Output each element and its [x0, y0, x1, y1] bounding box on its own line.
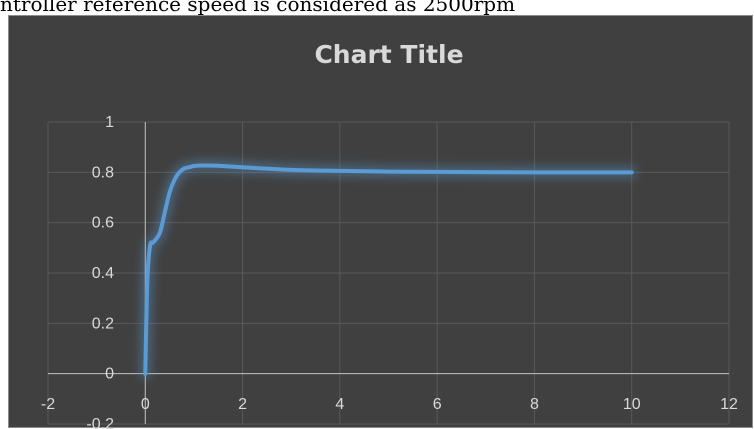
document-text-line: ntroller reference speed is considered a… — [0, 0, 516, 16]
x-axis-ticks: -2 0 2 4 6 8 10 12 — [41, 396, 738, 413]
series-line — [143, 163, 634, 376]
x-tick-label: 6 — [433, 396, 442, 413]
y-tick-label: 0.6 — [92, 215, 114, 232]
chart-title: Chart Title — [314, 40, 463, 69]
x-tick-label: 2 — [238, 396, 247, 413]
y-tick-label: 1 — [105, 114, 114, 131]
series-glow — [140, 160, 637, 379]
y-tick-label: 0.8 — [92, 164, 114, 181]
line-chart: Chart Title -0.2 0 0.2 0.4 0.6 0.8 1 -2 0 2 4 6 8 10… — [41, 40, 738, 429]
x-tick-label: -2 — [41, 396, 55, 413]
y-axis-ticks: -0.2 0 0.2 0.4 0.6 0.8 1 — [86, 114, 114, 429]
x-tick-label: 4 — [335, 396, 344, 413]
x-tick-label: 8 — [530, 396, 539, 413]
y-tick-label: 0 — [105, 366, 114, 383]
y-tick-label: 0.4 — [92, 265, 114, 282]
chart-area: Chart Title -0.2 0 0.2 0.4 0.6 0.8 1 -2 0 2 4 6 8 10… — [8, 15, 753, 429]
y-tick-label: -0.2 — [86, 416, 114, 429]
x-tick-label: 12 — [720, 396, 738, 413]
x-tick-label: 0 — [141, 396, 150, 413]
series-group — [140, 160, 637, 379]
y-tick-label: 0.2 — [92, 315, 114, 332]
x-tick-label: 10 — [623, 396, 641, 413]
